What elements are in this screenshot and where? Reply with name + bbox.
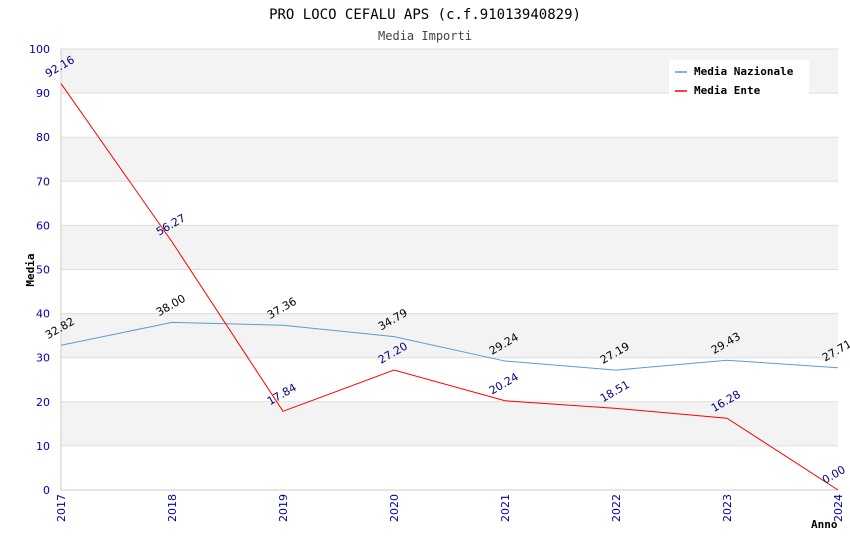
x-tick-label: 2024 [832, 494, 845, 522]
y-tick-label: 50 [36, 264, 50, 277]
x-axis-ticks: 2017 2018 2019 2020 2021 2022 2023 2024 [55, 494, 845, 522]
y-tick-label: 70 [36, 175, 50, 188]
series-lines [60, 83, 839, 491]
chart-title: PRO LOCO CEFALU APS (c.f.91013940829) [269, 7, 581, 23]
legend-label-media-nazionale: Media Nazionale [694, 65, 794, 78]
y-tick-label: 10 [36, 440, 50, 453]
y-tick-label: 60 [36, 219, 50, 232]
grid-band [61, 93, 838, 138]
grid-band [61, 137, 838, 182]
legend-label-media-ente: Media Ente [694, 84, 761, 97]
series-line-media-nazionale [60, 321, 839, 371]
grid-band [61, 181, 838, 226]
y-tick-label: 30 [36, 352, 50, 365]
y-tick-label: 40 [36, 308, 50, 321]
series-line-media-ente [60, 83, 839, 491]
x-tick-label: 2017 [55, 494, 68, 522]
gridlines [60, 48, 838, 491]
grid-band [61, 269, 838, 314]
x-axis-label: Anno [811, 518, 838, 531]
grid-bands [61, 49, 838, 490]
chart-subtitle: Media Importi [378, 29, 472, 43]
x-tick-label: 2023 [721, 494, 734, 522]
y-tick-label: 0 [43, 484, 50, 497]
x-tick-label: 2021 [499, 494, 512, 522]
x-tick-label: 2019 [277, 494, 290, 522]
grid-band [61, 313, 838, 358]
y-axis-label: Media [24, 253, 37, 286]
grid-band [61, 401, 838, 446]
grid-band [61, 225, 838, 270]
x-tick-label: 2022 [610, 494, 623, 522]
y-axis-ticks: 0 10 20 30 40 50 60 70 80 90 100 [29, 43, 50, 497]
x-tick-label: 2018 [166, 494, 179, 522]
legend: Media Nazionale Media Ente [669, 60, 809, 97]
y-tick-label: 90 [36, 87, 50, 100]
y-tick-label: 80 [36, 131, 50, 144]
grid-band [61, 445, 838, 490]
x-tick-label: 2020 [388, 494, 401, 522]
y-tick-label: 20 [36, 396, 50, 409]
grid-band [61, 357, 838, 402]
legend-box [669, 60, 809, 96]
y-tick-label: 100 [29, 43, 50, 56]
